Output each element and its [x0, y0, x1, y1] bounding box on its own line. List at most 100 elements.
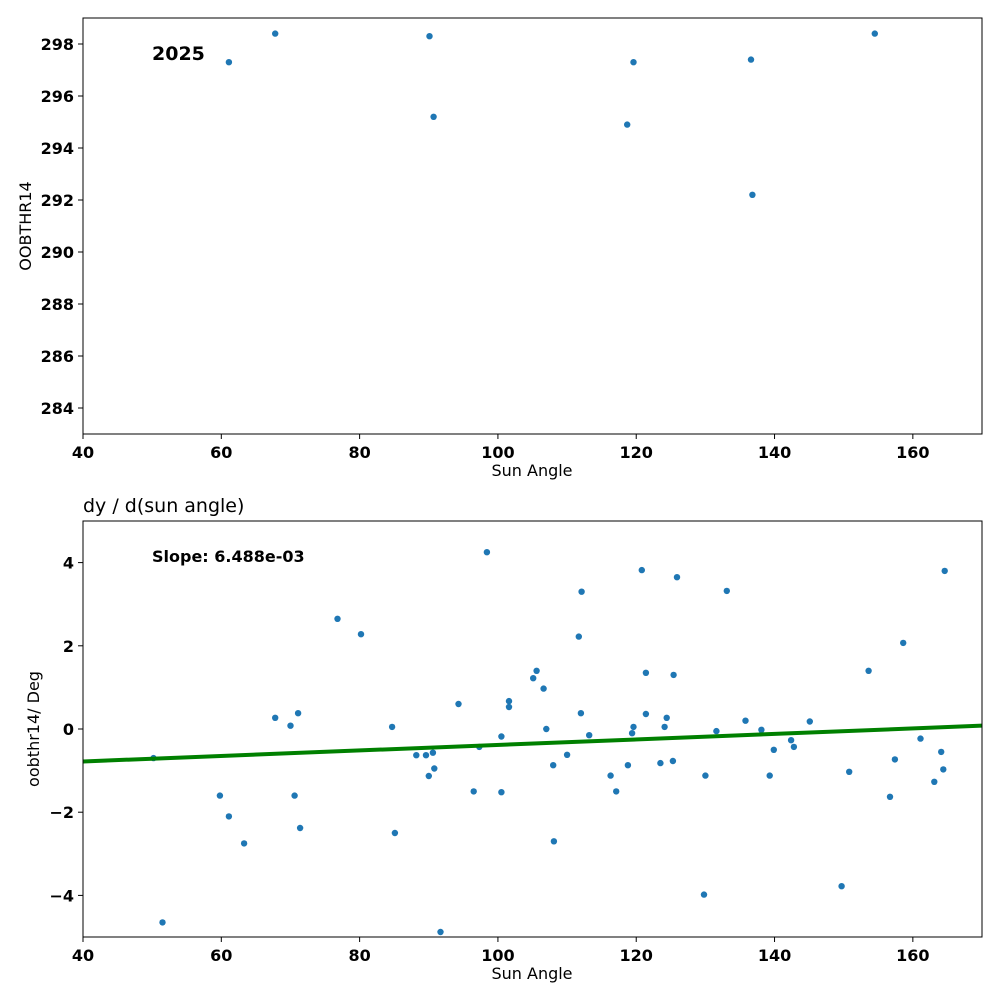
top-panel-x-label: Sun Angle: [491, 461, 572, 480]
y-tick-label: 296: [41, 87, 74, 106]
data-point: [294, 710, 302, 717]
y-tick-label: 286: [41, 347, 74, 366]
y-tick-label: 288: [41, 295, 74, 314]
data-point: [917, 735, 924, 742]
data-point: [891, 756, 899, 763]
data-point: [624, 762, 632, 769]
data-point: [240, 840, 248, 847]
y-tick-label: 0: [63, 720, 74, 739]
bottom-panel-fit-line: [83, 723, 982, 764]
data-point: [790, 743, 798, 751]
data-point: [159, 919, 166, 926]
data-point: [638, 566, 645, 574]
data-point: [422, 752, 430, 759]
data-point: [530, 675, 537, 682]
data-point: [624, 121, 631, 128]
top-panel-frame: [82, 17, 983, 435]
top-panel-points: [225, 30, 878, 198]
x-tick-label: 100: [481, 946, 514, 965]
data-point: [747, 56, 755, 63]
data-point: [931, 778, 938, 785]
data-point: [630, 723, 637, 731]
data-point: [642, 669, 650, 676]
y-tick-label: 290: [41, 243, 74, 262]
data-point: [431, 765, 438, 772]
x-tick-label: 40: [72, 443, 94, 462]
data-point: [871, 30, 878, 37]
bottom-panel-title: dy / d(sun angle): [83, 495, 244, 517]
data-point: [498, 789, 505, 796]
data-point: [702, 772, 709, 779]
data-point: [550, 838, 558, 845]
data-point: [543, 725, 550, 733]
x-tick-label: 120: [620, 443, 653, 462]
y-tick-label: 298: [41, 35, 74, 54]
data-point: [607, 772, 614, 779]
data-point: [586, 732, 593, 739]
y-tick-label: 292: [41, 191, 74, 210]
x-tick-label: 160: [896, 946, 929, 965]
y-tick-label: −4: [49, 886, 74, 905]
data-point: [334, 615, 341, 622]
data-point: [673, 574, 681, 581]
data-point: [900, 639, 907, 647]
top-panel-y-label: OOBTHR14: [16, 181, 35, 270]
data-point: [575, 633, 582, 640]
data-point: [657, 759, 664, 767]
data-point: [483, 549, 491, 556]
top-panel-y-ticks: 284 286 288 290 292 294 296 298: [41, 35, 83, 418]
data-point: [357, 631, 365, 638]
x-tick-label: 60: [210, 443, 232, 462]
data-point: [642, 710, 650, 718]
data-point: [670, 671, 677, 679]
x-tick-label: 40: [72, 946, 94, 965]
data-point: [749, 191, 756, 198]
bottom-panel-y-label: oobthr14/ Deg: [24, 671, 43, 787]
bottom-panel-x-label: Sun Angle: [491, 964, 572, 983]
data-point: [806, 718, 813, 725]
data-point: [498, 733, 505, 740]
data-point: [940, 766, 947, 773]
x-tick-label: 80: [348, 946, 370, 965]
data-point: [429, 749, 437, 756]
data-point: [838, 883, 845, 890]
data-point: [216, 792, 224, 799]
data-point: [563, 751, 571, 758]
bottom-panel-x-ticks: 40 60 80 100 120 140 160: [72, 937, 930, 965]
data-point: [770, 746, 777, 753]
data-point: [578, 588, 585, 595]
data-point: [505, 697, 513, 705]
y-tick-label: 4: [63, 554, 74, 573]
data-point: [613, 788, 620, 795]
data-point: [455, 700, 462, 708]
data-point: [865, 667, 872, 674]
data-point: [758, 726, 765, 733]
data-point: [272, 30, 279, 37]
data-point: [663, 714, 670, 721]
data-point: [296, 824, 304, 832]
data-point: [723, 587, 730, 595]
data-point: [941, 567, 948, 575]
data-point: [700, 891, 708, 898]
data-point: [713, 727, 720, 735]
x-tick-label: 120: [620, 946, 653, 965]
bottom-panel-annotation: Slope: 6.488e-03: [152, 547, 305, 566]
data-point: [628, 730, 636, 737]
data-point: [437, 928, 444, 936]
data-point: [550, 762, 557, 769]
data-point: [661, 723, 668, 731]
data-point: [291, 792, 298, 799]
data-point: [430, 113, 437, 121]
bottom-panel-frame: [82, 520, 983, 938]
data-point: [426, 33, 433, 40]
data-point: [766, 772, 773, 779]
bottom-panel-points: [150, 549, 948, 936]
y-tick-label: 2: [63, 637, 74, 656]
data-point: [413, 752, 420, 759]
data-point: [886, 793, 894, 800]
data-point: [425, 772, 432, 780]
top-panel-x-ticks: 40 60 80 100 120 140 160: [72, 434, 930, 462]
data-point: [272, 714, 279, 721]
data-point: [391, 829, 399, 837]
